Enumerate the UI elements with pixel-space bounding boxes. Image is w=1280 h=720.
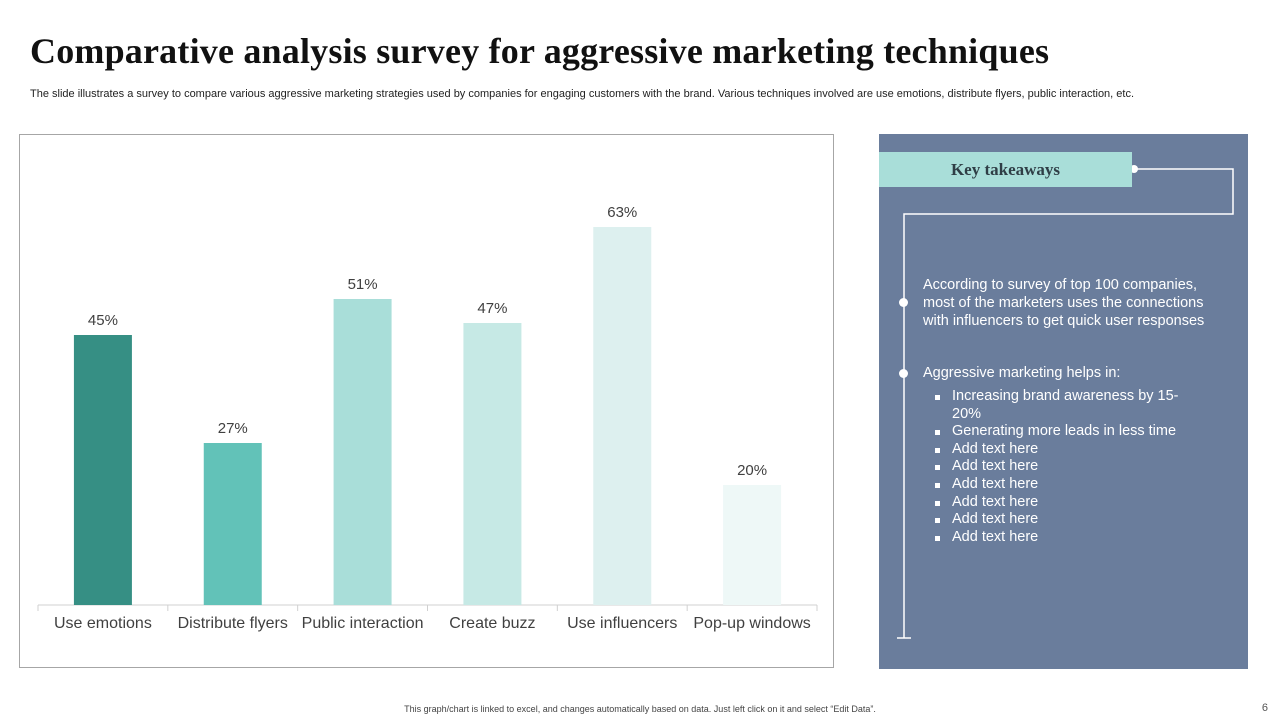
page-title: Comparative analysis survey for aggressi… [30, 31, 1050, 71]
list-item: Add text here [934, 511, 1204, 529]
bar-chart[interactable]: 45% Use emotions 27% Distribute flyers 51% Pu… [19, 134, 834, 668]
data-label: 63% [607, 204, 637, 221]
x-tick-label: Use emotions [54, 615, 152, 632]
x-tick-label: Create buzz [449, 615, 535, 632]
x-tick-label: Public interaction [302, 615, 424, 632]
bar-5[interactable] [593, 227, 652, 605]
connector-lines [897, 165, 1234, 639]
bar-6[interactable] [723, 485, 782, 605]
data-label: 27% [218, 420, 248, 437]
data-label: 45% [88, 312, 118, 329]
list-item: Add text here [934, 458, 1204, 476]
list-item: Increasing brand awareness by 15-20% [934, 388, 1204, 423]
data-label: 20% [737, 462, 767, 479]
bar-1[interactable] [73, 335, 132, 605]
bar-2[interactable] [203, 443, 262, 605]
list-item: Add text here [934, 494, 1204, 512]
bar-3[interactable] [333, 299, 392, 605]
data-label: 47% [477, 300, 507, 317]
footer-note: This graph/chart is linked to excel, and… [404, 704, 876, 714]
key-takeaways-panel: Key takeaways According to survey of top… [879, 134, 1248, 669]
bullet-dot-icon [899, 298, 908, 307]
takeaway-sub-list: Increasing brand awareness by 15-20% Gen… [934, 388, 1204, 546]
takeaway-point-1: According to survey of top 100 companies… [923, 277, 1205, 329]
list-item: Generating more leads in less time [934, 423, 1204, 441]
page-subtitle: The slide illustrates a survey to compar… [30, 88, 1135, 100]
x-tick-label: Distribute flyers [178, 615, 288, 632]
x-tick-label: Pop-up windows [693, 615, 810, 632]
x-tick-label: Use influencers [567, 615, 677, 632]
page-number: 6 [1261, 702, 1268, 714]
list-item: Add text here [934, 441, 1204, 459]
bar-chart-svg: 45% Use emotions 27% Distribute flyers 51% Pu… [37, 204, 818, 632]
data-label: 51% [348, 276, 378, 293]
list-item: Add text here [934, 476, 1204, 494]
takeaway-point-2: Aggressive marketing helps in: [923, 365, 1121, 381]
bullet-dot-icon [899, 369, 908, 378]
key-takeaways-heading: Key takeaways [879, 152, 1132, 187]
list-item: Add text here [934, 529, 1204, 547]
bar-4[interactable] [463, 323, 522, 605]
